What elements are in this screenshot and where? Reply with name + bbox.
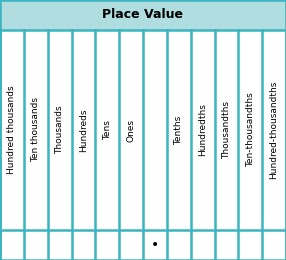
Text: •: • — [151, 238, 159, 252]
Text: Hundreds: Hundreds — [79, 108, 88, 152]
Text: Ones: Ones — [127, 119, 136, 141]
Text: Place Value: Place Value — [102, 8, 184, 21]
Text: Ten-thousandths: Ten-thousandths — [246, 93, 255, 167]
Text: Tens: Tens — [103, 120, 112, 140]
Bar — [0, 0, 286, 30]
Text: Ten thousands: Ten thousands — [31, 98, 40, 162]
Bar — [0, 30, 286, 230]
Text: Hundred-thousandths: Hundred-thousandths — [270, 81, 279, 179]
Text: Tenths: Tenths — [174, 115, 183, 145]
Text: Thousandths: Thousandths — [222, 101, 231, 159]
Text: Hundredths: Hundredths — [198, 103, 207, 157]
Bar — [0, 230, 286, 260]
Text: Hundred thousands: Hundred thousands — [7, 86, 16, 174]
Text: Thousands: Thousands — [55, 106, 64, 154]
